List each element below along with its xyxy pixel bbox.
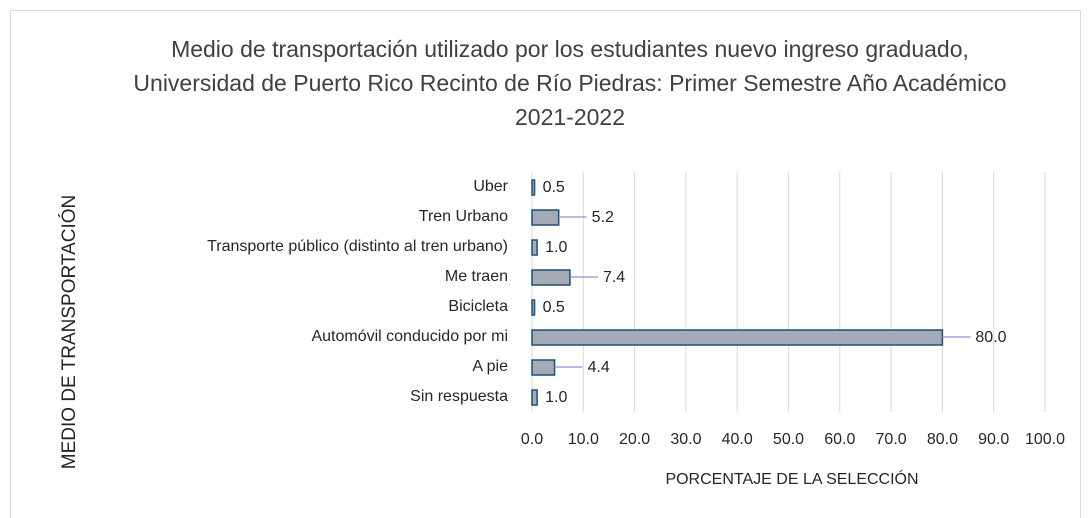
data-label: 4.4 bbox=[588, 359, 610, 376]
bar bbox=[531, 389, 538, 406]
chart-border bbox=[10, 10, 1081, 518]
y-tick-label: Tren Urbano bbox=[419, 208, 508, 225]
x-tick-label: 10.0 bbox=[568, 431, 599, 448]
data-label: 0.5 bbox=[543, 299, 565, 316]
bar bbox=[531, 239, 538, 256]
x-tick-label: 100.0 bbox=[1025, 431, 1065, 448]
data-label: 0.5 bbox=[543, 179, 565, 196]
y-tick-label: A pie bbox=[472, 358, 508, 375]
y-tick-label: Transporte público (distinto al tren urb… bbox=[207, 238, 508, 255]
data-label: 5.2 bbox=[592, 209, 614, 226]
data-label: 1.0 bbox=[545, 239, 567, 256]
bar bbox=[531, 209, 560, 226]
y-axis-label: MEDIO DE TRANSPORTACIÓN bbox=[58, 195, 80, 469]
x-tick-label: 40.0 bbox=[722, 431, 753, 448]
y-tick-label: Uber bbox=[473, 178, 508, 195]
x-axis-label: PORCENTAJE DE LA SELECCIÓN bbox=[665, 469, 918, 488]
y-tick-label: Sin respuesta bbox=[410, 388, 508, 405]
x-tick-label: 0.0 bbox=[521, 431, 543, 448]
data-label: 7.4 bbox=[603, 269, 625, 286]
bar bbox=[531, 329, 944, 346]
chart-title: Medio de transportación utilizado por lo… bbox=[133, 36, 1007, 130]
x-tick-label: 60.0 bbox=[824, 431, 855, 448]
data-label: 1.0 bbox=[545, 389, 567, 406]
data-label: 80.0 bbox=[975, 329, 1006, 346]
bar bbox=[531, 269, 571, 286]
y-tick-label: Automóvil conducido por mi bbox=[311, 328, 508, 345]
x-tick-label: 90.0 bbox=[978, 431, 1009, 448]
x-tick-label: 50.0 bbox=[773, 431, 804, 448]
bar bbox=[531, 179, 536, 196]
bar bbox=[531, 359, 556, 376]
x-tick-label: 80.0 bbox=[927, 431, 958, 448]
x-tick-label: 70.0 bbox=[876, 431, 907, 448]
y-tick-label: Me traen bbox=[445, 268, 508, 285]
y-tick-label: Bicicleta bbox=[448, 298, 508, 315]
x-tick-label: 20.0 bbox=[619, 431, 650, 448]
x-tick-label: 30.0 bbox=[670, 431, 701, 448]
bar bbox=[531, 299, 536, 316]
